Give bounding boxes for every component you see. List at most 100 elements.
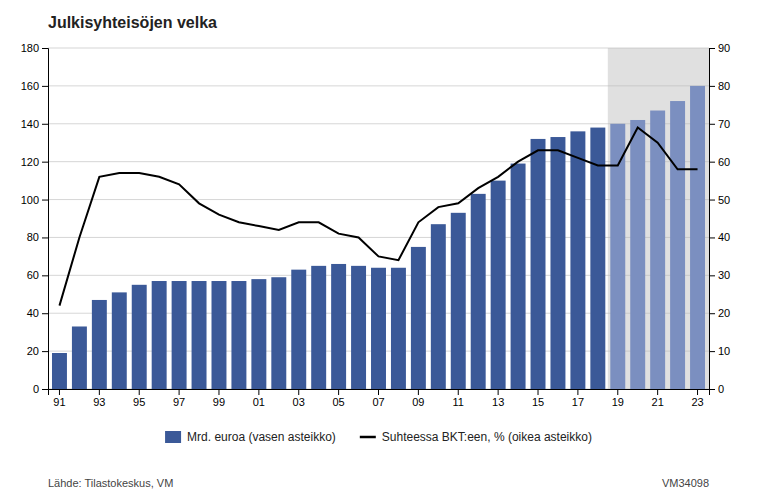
bar: [670, 101, 685, 389]
tick-label: 100: [21, 194, 39, 206]
tick-mark: [709, 389, 715, 390]
tick-mark: [42, 351, 48, 352]
tick-label: 91: [53, 396, 65, 408]
tick-label: 80: [27, 231, 39, 243]
tick: 93: [93, 389, 105, 408]
tick: 30: [709, 269, 730, 281]
tick-mark: [42, 275, 48, 276]
tick-mark: [59, 389, 60, 395]
tick-label: 11: [453, 396, 464, 408]
tick-label: 180: [21, 42, 39, 54]
bar: [291, 270, 306, 389]
tick-mark: [709, 275, 715, 276]
grid: [48, 48, 709, 389]
tick: 100: [21, 194, 48, 206]
tick-label: 0: [33, 383, 39, 395]
tick-mark: [42, 200, 48, 201]
tick: 180: [21, 42, 48, 54]
annotation: Lähde: Tilastokeskus, VM: [48, 477, 173, 489]
legend-swatch: [360, 436, 376, 439]
tick: 21: [652, 389, 664, 408]
tick-mark: [709, 351, 715, 352]
bar: [311, 266, 326, 389]
bar: [451, 213, 466, 389]
bar: [491, 181, 506, 389]
bar: [550, 137, 565, 389]
tick-label: 80: [718, 80, 730, 92]
legend-item: Suhteessa BKT:een, % (oikea asteikko): [360, 430, 592, 444]
tick-label: 17: [572, 396, 584, 408]
bar: [371, 268, 386, 389]
tick-mark: [458, 389, 459, 395]
bar: [650, 111, 665, 389]
tick-label: 01: [253, 396, 265, 408]
tick-label: 90: [718, 42, 730, 54]
tick-label: 40: [718, 231, 730, 243]
tick-label: 20: [718, 307, 730, 319]
bar-series: [52, 86, 705, 389]
bar: [570, 131, 585, 389]
tick-label: 40: [27, 307, 39, 319]
bar: [391, 268, 406, 389]
plot: 9193959799010305070911131517192123020406…: [21, 42, 731, 408]
tick-label: 23: [691, 396, 703, 408]
forecast-shading: [608, 48, 709, 389]
tick: 03: [293, 389, 305, 408]
tick: 09: [412, 389, 424, 408]
tick-label: 10: [718, 345, 730, 357]
tick-label: 19: [612, 396, 624, 408]
bar: [471, 194, 486, 389]
bar: [92, 300, 107, 389]
tick-label: 0: [718, 383, 724, 395]
tick-mark: [617, 389, 618, 395]
bar: [271, 277, 286, 389]
legend-item: Mrd. euroa (vasen asteikko): [165, 430, 336, 444]
tick: 80: [27, 231, 48, 243]
grid-line: [48, 161, 709, 162]
bar: [331, 264, 346, 389]
bar: [251, 279, 266, 389]
bar: [351, 266, 366, 389]
grid-line: [48, 199, 709, 200]
legend-label: Mrd. euroa (vasen asteikko): [187, 430, 336, 444]
tick: 17: [572, 389, 584, 408]
bar: [231, 281, 246, 389]
tick: 91: [53, 389, 65, 408]
tick: 20: [709, 307, 730, 319]
y2-axis: 0102030405060708090: [709, 42, 730, 395]
tick: 13: [492, 389, 504, 408]
tick-label: 09: [412, 396, 424, 408]
tick-mark: [709, 48, 715, 49]
bar: [112, 292, 127, 389]
tick: 70: [709, 118, 730, 130]
axis-line: [49, 390, 710, 396]
tick-label: 60: [27, 269, 39, 281]
tick-label: 05: [332, 396, 344, 408]
tick-mark: [42, 389, 48, 390]
tick-mark: [657, 389, 658, 395]
tick-label: 140: [21, 118, 39, 130]
tick-mark: [298, 389, 299, 395]
tick-label: 60: [718, 156, 730, 168]
tick: 60: [709, 156, 730, 168]
tick-label: 120: [21, 156, 39, 168]
tick-mark: [179, 389, 180, 395]
tick-mark: [697, 389, 698, 395]
tick: 05: [332, 389, 344, 408]
tick-mark: [378, 389, 379, 395]
tick: 99: [213, 389, 225, 408]
axis-line: [710, 49, 716, 390]
bar: [690, 86, 705, 389]
tick-label: 07: [372, 396, 384, 408]
tick: 160: [21, 80, 48, 92]
bar: [531, 139, 546, 389]
tick: 95: [133, 389, 145, 408]
tick: 23: [691, 389, 703, 408]
tick: 90: [709, 42, 730, 54]
tick: 20: [27, 345, 48, 357]
tick-mark: [418, 389, 419, 395]
tick: 15: [532, 389, 544, 408]
tick-label: 160: [21, 80, 39, 92]
tick-label: 15: [532, 396, 544, 408]
legend-label: Suhteessa BKT:een, % (oikea asteikko): [382, 430, 592, 444]
